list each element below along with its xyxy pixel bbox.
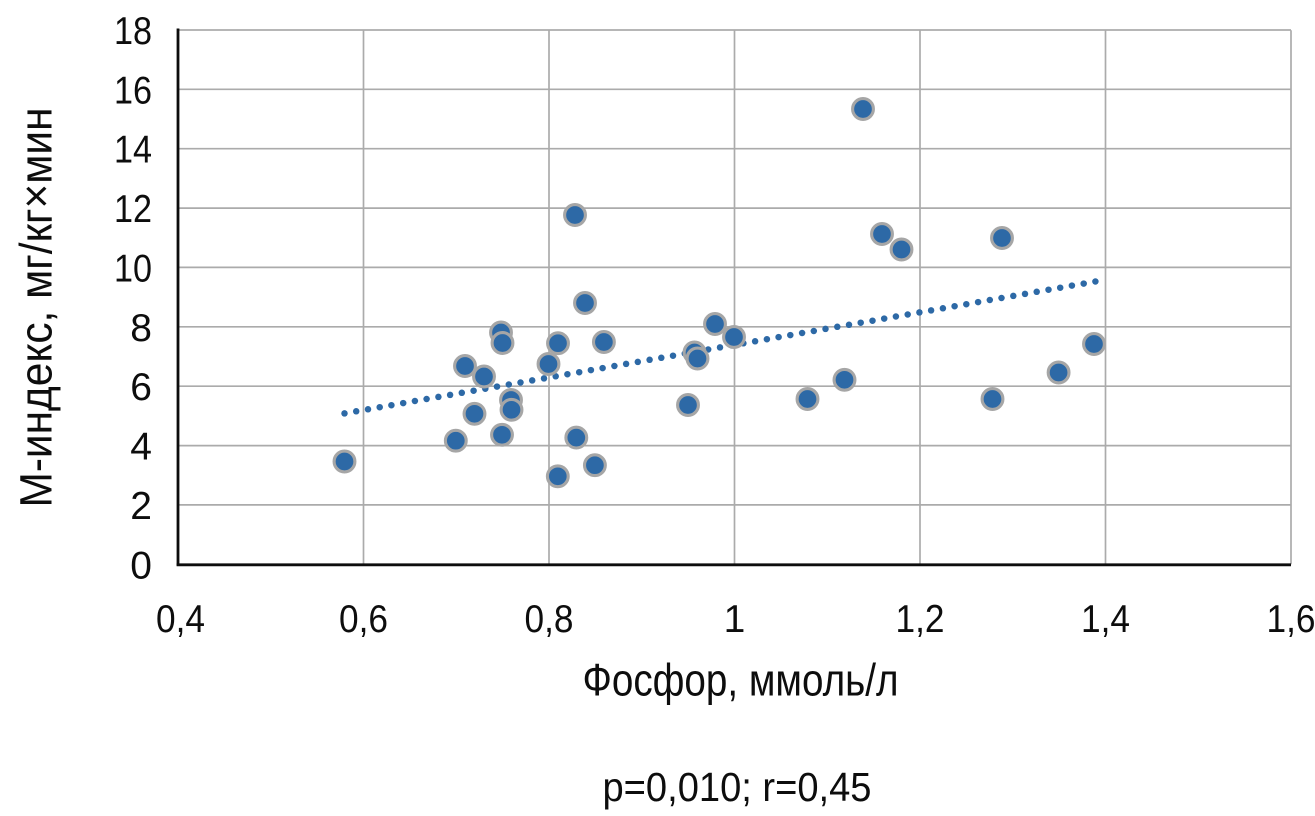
svg-text:12: 12 <box>114 188 152 231</box>
svg-text:18: 18 <box>114 10 152 53</box>
svg-text:1,2: 1,2 <box>896 598 945 641</box>
svg-text:0: 0 <box>130 544 152 587</box>
svg-text:2: 2 <box>130 485 152 528</box>
svg-text:14: 14 <box>114 129 152 172</box>
svg-text:1: 1 <box>724 598 746 641</box>
svg-text:10: 10 <box>114 247 152 290</box>
svg-text:0,6: 0,6 <box>339 598 388 641</box>
svg-text:0,4: 0,4 <box>156 598 205 641</box>
svg-text:1,4: 1,4 <box>1081 598 1130 641</box>
svg-text:8: 8 <box>130 307 152 350</box>
svg-text:4: 4 <box>130 426 152 469</box>
svg-text:p=0,010; r=0,45: p=0,010; r=0,45 <box>603 764 872 810</box>
svg-text:Фосфор, ммоль/л: Фосфор, ммоль/л <box>583 655 899 706</box>
svg-text:0,8: 0,8 <box>525 598 574 641</box>
svg-text:16: 16 <box>114 69 152 112</box>
svg-text:М-индекс, мг/кг×мин: М-индекс, мг/кг×мин <box>11 108 62 508</box>
svg-text:6: 6 <box>130 366 152 409</box>
svg-text:1,6: 1,6 <box>1267 598 1315 641</box>
